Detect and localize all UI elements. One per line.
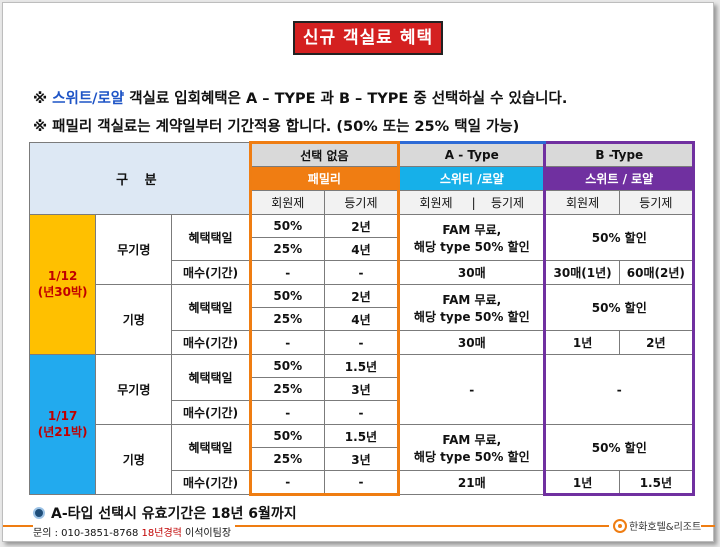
cell-value: - bbox=[323, 260, 401, 285]
sub-member: 회원제 bbox=[419, 196, 453, 210]
cell-half: 50% 할인 bbox=[543, 214, 695, 261]
page-title: 신규 객실료 혜택 bbox=[293, 21, 443, 55]
header-type-a: A - Type bbox=[398, 141, 546, 167]
cell-value: - bbox=[323, 330, 401, 355]
cell-value: 30매 bbox=[398, 260, 546, 285]
footnote-text: A-타입 선택시 유효기간은 18년 6월까지 bbox=[51, 506, 297, 522]
cell-value: 3년 bbox=[323, 377, 401, 401]
cell-value: 4년 bbox=[323, 307, 401, 331]
footer-rule bbox=[3, 525, 715, 527]
sub-registered: 등기제 bbox=[323, 190, 401, 215]
cell-value: - bbox=[323, 470, 401, 496]
note-mark: ※ bbox=[33, 91, 53, 107]
brand-logo: 한화호텔&리조트 bbox=[609, 518, 702, 533]
cell-value: - bbox=[323, 400, 401, 425]
sub-registered: 등기제 bbox=[490, 196, 525, 210]
header-suite-b: 스위트 / 로얄 bbox=[543, 166, 695, 191]
row-benefit: 혜택택일 bbox=[171, 354, 251, 401]
cell-value: 25% bbox=[248, 237, 325, 261]
row-named-1: 기명 bbox=[95, 284, 173, 355]
sub-registered: 등기제 bbox=[618, 190, 696, 215]
cell-value: 30매 bbox=[398, 330, 546, 355]
cell-value: - bbox=[248, 470, 325, 496]
row-named-2: 기명 bbox=[95, 424, 173, 495]
benefit-table: 구 분 선택 없음 A - Type B -Type 패밀리 스위티 /로얄 스… bbox=[28, 141, 696, 496]
cell-value: 4년 bbox=[323, 237, 401, 261]
cell-value: - bbox=[248, 400, 325, 425]
row-benefit: 혜택택일 bbox=[171, 424, 251, 471]
cell-value: 50% bbox=[248, 424, 325, 448]
note-suite: ※ 스위트/로얄 객실료 입회혜택은 A – TYPE 과 B – TYPE 중… bbox=[33, 87, 567, 108]
note-text: 객실료 입회혜택은 A – TYPE 과 B – TYPE 중 선택하실 수 있… bbox=[124, 91, 568, 107]
cell-value: 1.5년 bbox=[323, 424, 401, 448]
cell-value: 1.5년 bbox=[323, 354, 401, 378]
cell-value: 3년 bbox=[323, 447, 401, 471]
cell-value: 1.5년 bbox=[618, 470, 696, 496]
cell-value: 25% bbox=[248, 447, 325, 471]
row-benefit: 혜택택일 bbox=[171, 214, 251, 261]
cell-value: 50% bbox=[248, 284, 325, 308]
cell-half: 50% 할인 bbox=[543, 424, 695, 471]
cell-value: 50% bbox=[248, 354, 325, 378]
cell-value: 30매(1년) bbox=[543, 260, 620, 285]
note-mark: ※ bbox=[33, 119, 53, 135]
row-tickets: 매수(기간) bbox=[171, 330, 251, 355]
footnote: A-타입 선택시 유효기간은 18년 6월까지 bbox=[33, 503, 297, 523]
row-indefinite-2: 무기명 bbox=[95, 354, 173, 425]
sub-a: 회원제 | 등기제 bbox=[398, 190, 546, 215]
row-tickets: 매수(기간) bbox=[171, 260, 251, 285]
header-suite-a: 스위티 /로얄 bbox=[398, 166, 546, 191]
row-indefinite-1: 무기명 bbox=[95, 214, 173, 285]
bullet-icon bbox=[33, 507, 45, 519]
cell-half: 50% 할인 bbox=[543, 284, 695, 331]
header-gubun: 구 분 bbox=[29, 142, 251, 215]
sub-member: 회원제 bbox=[248, 190, 325, 215]
sub-member: 회원제 bbox=[543, 190, 620, 215]
row-benefit: 혜택택일 bbox=[171, 284, 251, 331]
cell-value: 25% bbox=[248, 377, 325, 401]
cell-value: 1년 bbox=[543, 470, 620, 496]
cell-value: - bbox=[248, 330, 325, 355]
cell-value: 2년 bbox=[323, 214, 401, 238]
period-1: 1/12 (년30박) bbox=[28, 214, 97, 355]
note-highlight: 스위트/로얄 bbox=[52, 91, 125, 107]
slide: 신규 객실료 혜택 ※ 스위트/로얄 객실료 입회혜택은 A – TYPE 과 … bbox=[2, 2, 715, 542]
header-no-selection: 선택 없음 bbox=[248, 141, 401, 167]
period-2: 1/17 (년21박) bbox=[28, 354, 97, 495]
row-tickets: 매수(기간) bbox=[171, 470, 251, 495]
contact-tail: 이석이팀장 bbox=[181, 528, 232, 539]
note-text: 패밀리 객실료는 계약일부터 기간적용 합니다. (50% 또는 25% 택일 … bbox=[52, 119, 520, 135]
cell-value: - bbox=[398, 354, 546, 425]
cell-value: 50% bbox=[248, 214, 325, 238]
cell-fam: FAM 무료, 해당 type 50% 할인 bbox=[398, 214, 546, 261]
cell-value: 25% bbox=[248, 307, 325, 331]
cell-value: 2년 bbox=[618, 330, 696, 355]
contact-career: 18년경력 bbox=[141, 528, 182, 539]
cell-value: - bbox=[543, 354, 695, 425]
note-family: ※ 패밀리 객실료는 계약일부터 기간적용 합니다. (50% 또는 25% 택… bbox=[33, 115, 519, 136]
header-type-b: B -Type bbox=[543, 141, 695, 167]
row-tickets: 매수(기간) bbox=[171, 400, 251, 425]
cell-value: 1년 bbox=[543, 330, 620, 355]
cell-value: 2년 bbox=[323, 284, 401, 308]
contact-info: 문의 : 010-3851-8768 18년경력 이석이팀장 bbox=[33, 524, 236, 539]
header-family: 패밀리 bbox=[248, 166, 401, 191]
cell-fam: FAM 무료, 해당 type 50% 할인 bbox=[398, 284, 546, 331]
brand-name: 한화호텔&리조트 bbox=[629, 522, 702, 533]
cell-value: 21매 bbox=[398, 470, 546, 495]
contact-label: 문의 : 010-3851-8768 bbox=[33, 528, 142, 539]
cell-value: 60매(2년) bbox=[618, 260, 696, 285]
cell-value: - bbox=[248, 260, 325, 285]
hanwha-logo-icon bbox=[613, 519, 627, 533]
cell-fam: FAM 무료, 해당 type 50% 할인 bbox=[398, 424, 546, 471]
